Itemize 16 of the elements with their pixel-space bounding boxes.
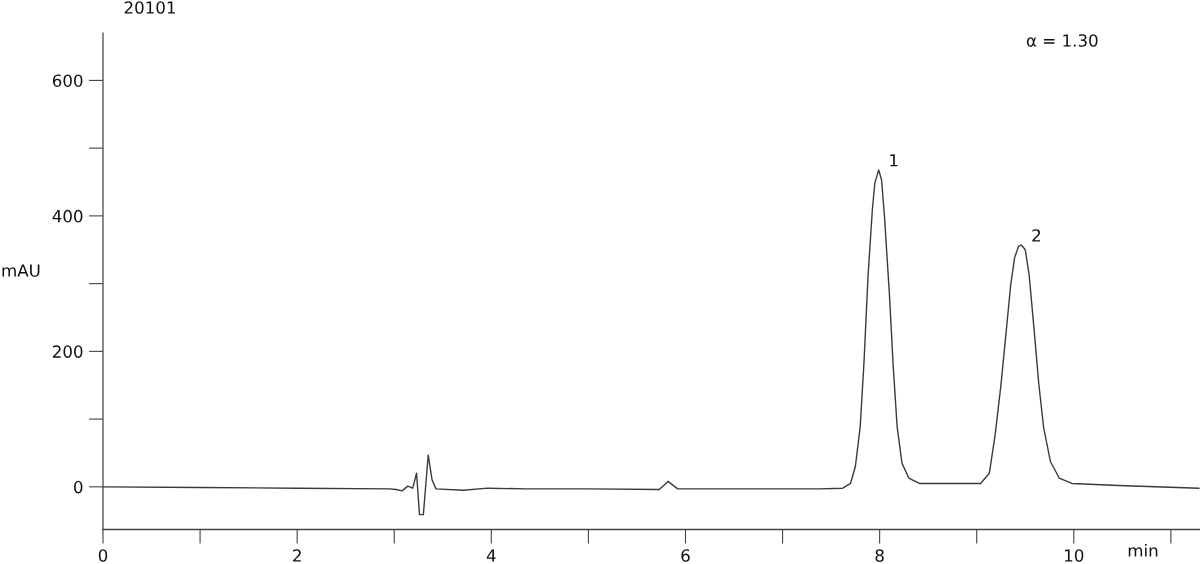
x-tick-label: 8: [875, 549, 884, 562]
y-tick-label: 200: [52, 345, 83, 358]
annotation: 2: [1032, 229, 1041, 242]
x-tick-label: 6: [681, 549, 690, 562]
annotation: 1: [890, 154, 898, 167]
y-tick-label: 400: [52, 209, 83, 223]
x-tick-label: 0: [98, 549, 108, 562]
y-tick-label: 0: [74, 480, 83, 494]
annotation: α = 1.30: [1026, 34, 1098, 47]
y-axis-title: mAU: [2, 264, 40, 277]
x-tick-label: 10: [1065, 549, 1084, 562]
y-tick-label: 600: [52, 74, 83, 87]
chart-title: 20101: [124, 1, 175, 14]
x-tick-label: 4: [486, 549, 496, 562]
x-axis-title: min: [1128, 543, 1158, 557]
x-tick-label: 2: [293, 549, 301, 562]
